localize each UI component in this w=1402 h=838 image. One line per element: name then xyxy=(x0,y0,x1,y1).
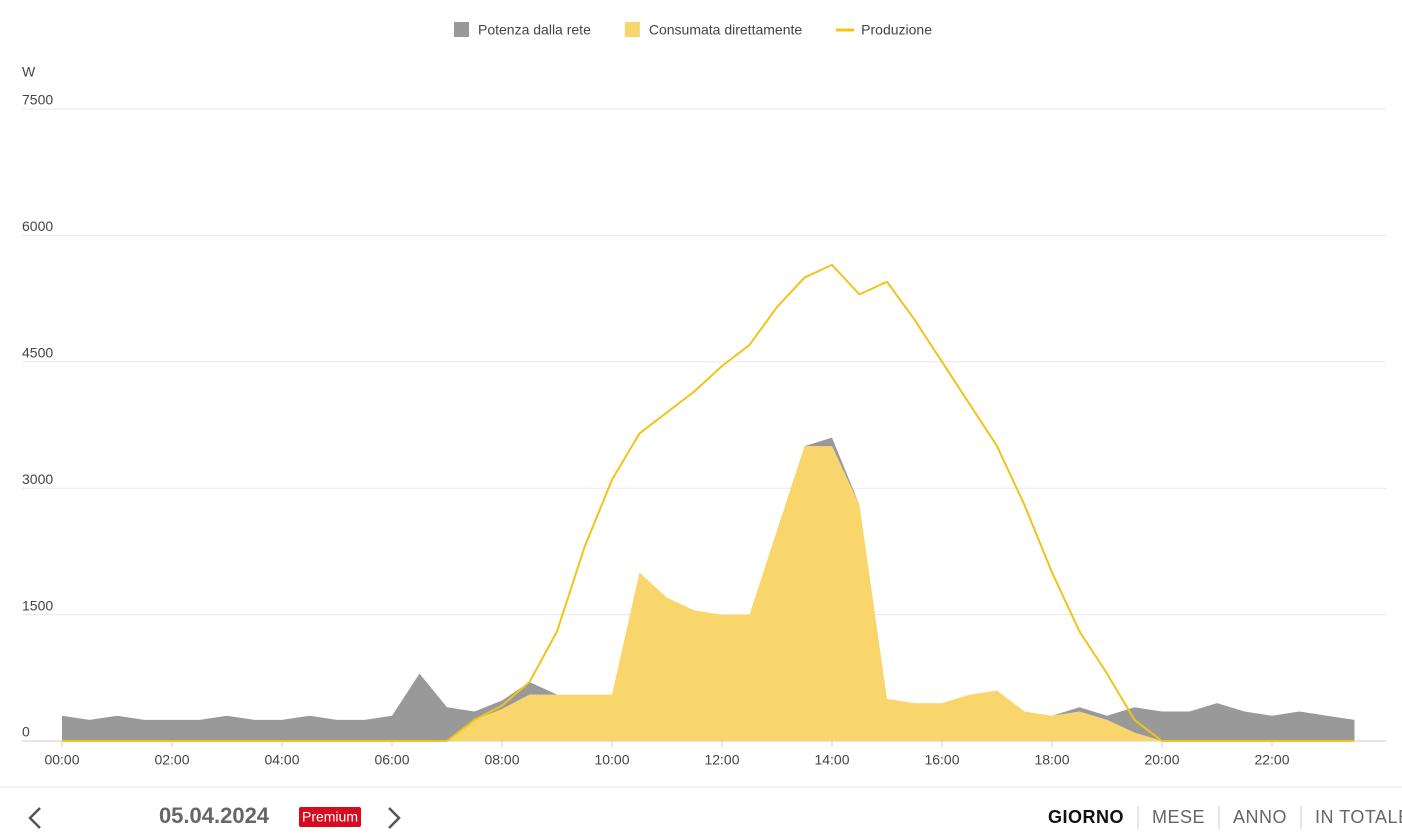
y-tick-label: 7500 xyxy=(22,92,53,108)
y-tick-label: 6000 xyxy=(22,218,53,234)
y-unit: W xyxy=(22,64,36,80)
x-tick-label: 22:00 xyxy=(1254,752,1289,768)
x-tick-label: 20:00 xyxy=(1144,752,1179,768)
legend-label[interactable]: Consumata direttamente xyxy=(649,22,803,38)
y-tick-label: 0 xyxy=(22,724,30,740)
tab[interactable]: IN TOTALE xyxy=(1315,807,1402,827)
x-tick-label: 02:00 xyxy=(154,752,189,768)
legend-label[interactable]: Produzione xyxy=(861,22,932,38)
y-tick-label: 4500 xyxy=(22,345,53,361)
y-tick-label: 3000 xyxy=(22,471,53,487)
tab[interactable]: GIORNO xyxy=(1048,807,1124,827)
badge-bg xyxy=(299,807,361,827)
x-tick-label: 00:00 xyxy=(44,752,79,768)
premium-badge: Premium xyxy=(302,809,358,825)
x-tick-label: 18:00 xyxy=(1034,752,1069,768)
legend-label[interactable]: Potenza dalla rete xyxy=(478,22,591,38)
area xyxy=(62,446,1355,741)
line xyxy=(62,263,1355,742)
x-tick-label: 04:00 xyxy=(264,752,299,768)
y-tick-label: 1500 xyxy=(22,597,53,613)
x-tick-label: 16:00 xyxy=(924,752,959,768)
legend-swatch xyxy=(454,22,469,37)
x-tick-label: 12:00 xyxy=(704,752,739,768)
x-tick-label: 08:00 xyxy=(484,752,519,768)
area xyxy=(62,437,1355,741)
date[interactable]: 05.04.2024 xyxy=(159,803,270,828)
x-tick-label: 10:00 xyxy=(594,752,629,768)
x-tick-label: 06:00 xyxy=(374,752,409,768)
tab[interactable]: ANNO xyxy=(1233,807,1287,827)
prev-arrow[interactable] xyxy=(28,807,41,829)
tab[interactable]: MESE xyxy=(1152,807,1205,827)
legend-swatch xyxy=(624,22,640,37)
x-tick-label: 14:00 xyxy=(814,752,849,768)
next-arrow[interactable] xyxy=(388,807,401,829)
